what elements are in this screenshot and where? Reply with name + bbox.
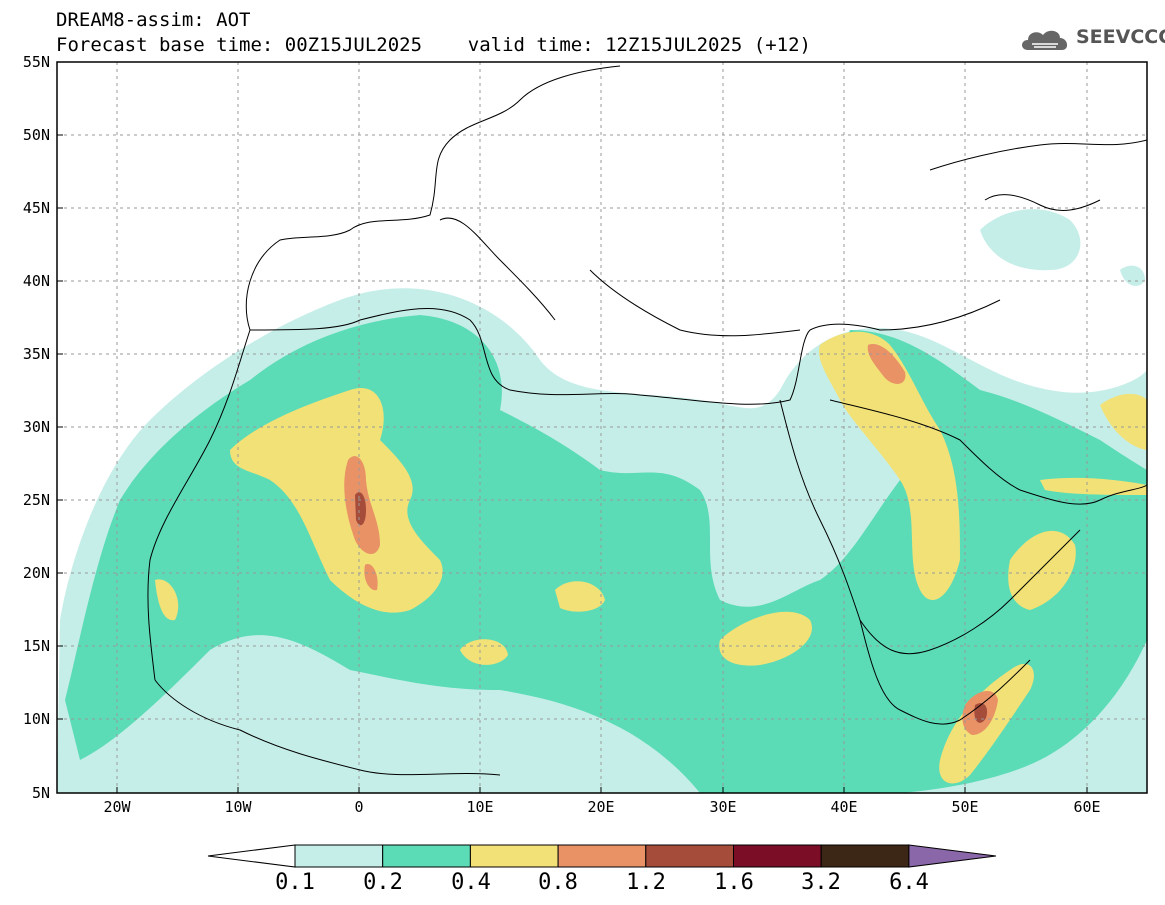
- colorbar-label: 6.4: [889, 870, 929, 895]
- logo-text: SEEVCCC: [1076, 26, 1165, 48]
- lat-label: 10N: [23, 710, 50, 728]
- lon-label: 40E: [830, 798, 857, 816]
- lat-label: 20N: [23, 564, 50, 582]
- lon-label: 10E: [466, 798, 493, 816]
- lat-label: 55N: [23, 53, 50, 71]
- lat-label: 35N: [23, 345, 50, 363]
- colorbar-label: 1.6: [714, 870, 754, 895]
- lon-label: 20W: [103, 798, 131, 816]
- lat-label: 30N: [23, 418, 50, 436]
- axis-ticks: [57, 61, 1088, 794]
- lon-label: 60E: [1073, 798, 1100, 816]
- colorbar-label: 0.1: [275, 870, 315, 895]
- lat-label: 25N: [23, 491, 50, 509]
- lat-label: 5N: [32, 784, 50, 802]
- forecast-time-line: Forecast base time: 00Z15JUL2025 valid t…: [56, 34, 811, 56]
- map-title: DREAM8-assim: AOT: [56, 9, 251, 31]
- lon-label: 30E: [709, 798, 736, 816]
- colorbar-label: 0.8: [538, 870, 578, 895]
- lat-label: 45N: [23, 199, 50, 217]
- lon-label: 20E: [587, 798, 614, 816]
- colorbar-label: 1.2: [626, 870, 666, 895]
- lon-label: 10W: [224, 798, 252, 816]
- cloud-logo-icon: [1022, 30, 1068, 50]
- aot-field: [57, 209, 1147, 793]
- lat-label: 50N: [23, 126, 50, 144]
- lon-label: 0: [354, 798, 363, 816]
- lon-label: 50E: [951, 798, 978, 816]
- lat-label: 15N: [23, 637, 50, 655]
- lat-labels: 55N 50N 45N 40N 35N 30N 25N 20N 15N 10N …: [23, 53, 50, 802]
- lon-labels: 20W 10W 0 10E 20E 30E 40E 50E 60E: [103, 798, 1100, 816]
- gridlines: [57, 62, 1147, 793]
- colorbar-label: 3.2: [801, 870, 841, 895]
- coastlines: [147, 65, 1147, 776]
- lat-label: 40N: [23, 272, 50, 290]
- colorbar-label: 0.2: [363, 870, 403, 895]
- colorbar-label: 0.4: [451, 870, 491, 895]
